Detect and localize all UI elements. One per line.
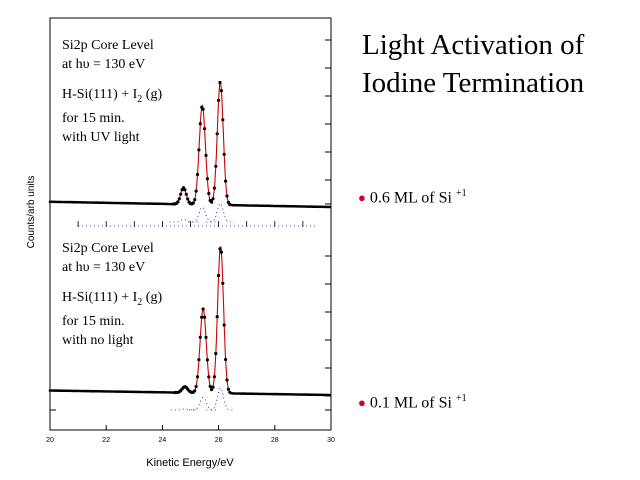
data-point-1 xyxy=(214,164,218,168)
data-point-2 xyxy=(218,247,222,251)
data-point-1 xyxy=(177,197,181,201)
data-point-2 xyxy=(200,315,204,319)
data-point-2 xyxy=(217,273,221,278)
slide-title-line-2: Iodine Termination xyxy=(362,67,585,99)
data-point-1 xyxy=(201,107,205,111)
component-trace-1-3 xyxy=(206,203,235,223)
panel-top-label: Si2p Core Level at hυ = 130 eV H-Si(111)… xyxy=(62,36,162,147)
data-point-1 xyxy=(198,122,202,126)
panel-bottom-label: Si2p Core Level at hυ = 130 eV H-Si(111)… xyxy=(62,239,162,350)
component-trace-2-3 xyxy=(206,387,235,411)
panel-bottom-line-6: with no light xyxy=(62,332,134,348)
component-trace-2-1 xyxy=(170,408,199,411)
data-point-1 xyxy=(184,192,188,196)
data-point-1 xyxy=(211,197,215,201)
data-point-2 xyxy=(203,315,207,319)
data-point-1 xyxy=(218,80,222,85)
data-point-2 xyxy=(193,389,197,393)
data-point-1 xyxy=(217,98,221,102)
data-point-2 xyxy=(210,388,214,392)
panel-top-line-6: with UV light xyxy=(62,129,140,145)
slide-title: Light Activation of Iodine Termination xyxy=(362,26,632,102)
note-top: ● 0.6 ML of Si +1 xyxy=(358,188,467,207)
data-point-1 xyxy=(222,152,226,156)
data-point-2 xyxy=(224,357,228,362)
data-point-1 xyxy=(194,189,198,193)
data-point-2 xyxy=(212,375,216,379)
data-point-2 xyxy=(194,384,198,389)
data-point-1 xyxy=(205,177,209,181)
note-bottom: ● 0.1 ML of Si +1 xyxy=(358,393,467,412)
panel-top-line-5: for 15 min. xyxy=(62,110,125,126)
data-point-2 xyxy=(208,384,212,388)
x-tick-label: 20 xyxy=(46,437,54,444)
data-point-1 xyxy=(212,186,216,190)
x-tick-label: 26 xyxy=(215,437,223,444)
data-point-1 xyxy=(221,118,225,122)
data-point-2 xyxy=(215,315,219,319)
data-point-2 xyxy=(204,335,208,339)
data-point-1 xyxy=(179,192,183,196)
data-point-1 xyxy=(183,188,187,192)
data-point-2 xyxy=(226,387,230,391)
data-point-2 xyxy=(197,358,201,362)
component-trace-2-2 xyxy=(189,396,218,411)
data-point-2 xyxy=(214,351,218,356)
panel-bottom-line-4: H-Si(111) + I2 (g) xyxy=(62,290,163,308)
data-point-2 xyxy=(211,385,215,389)
data-point-1 xyxy=(195,172,200,177)
panel-bottom-line-5: for 15 min. xyxy=(62,313,125,329)
data-point-1 xyxy=(224,179,228,183)
data-point-1 xyxy=(176,200,180,204)
data-point-2 xyxy=(198,335,202,339)
bullet-dot-icon: ● xyxy=(358,190,366,206)
x-tick-label: 30 xyxy=(327,437,335,444)
data-point-2 xyxy=(328,393,331,397)
x-tick-label: 22 xyxy=(102,437,110,444)
data-point-1 xyxy=(197,148,201,152)
data-point-2 xyxy=(207,375,211,379)
data-point-2 xyxy=(205,358,209,362)
panel-top-line-2: at hυ = 130 eV xyxy=(62,57,146,72)
data-point-1 xyxy=(204,153,208,157)
data-point-1 xyxy=(215,132,219,136)
data-point-2 xyxy=(222,323,226,327)
y-axis-label: Counts/arb units xyxy=(26,176,37,249)
component-trace-1-2 xyxy=(188,206,217,223)
data-point-1 xyxy=(225,194,229,198)
data-point-2 xyxy=(201,307,205,311)
data-point-1 xyxy=(193,198,197,202)
x-axis-label: Kinetic Energy/eV xyxy=(146,457,234,469)
data-point-1 xyxy=(328,205,331,209)
data-point-1 xyxy=(219,89,223,93)
panel-bottom-line-1: Si2p Core Level xyxy=(62,241,154,256)
data-point-2 xyxy=(225,378,229,382)
panel-top-line-1: Si2p Core Level xyxy=(62,38,154,53)
data-point-2 xyxy=(221,281,225,285)
panel-bottom-line-2: at hυ = 130 eV xyxy=(62,260,146,275)
slide-title-line-1: Light Activation of xyxy=(362,29,585,61)
component-trace-1-1 xyxy=(169,219,198,223)
data-point-2 xyxy=(195,375,200,379)
data-point-1 xyxy=(191,201,195,205)
data-point-1 xyxy=(186,197,190,201)
bullet-dot-icon: ● xyxy=(358,395,366,411)
panel-top-line-4: H-Si(111) + I2 (g) xyxy=(62,87,163,105)
data-point-1 xyxy=(207,191,211,196)
data-point-1 xyxy=(203,127,207,131)
x-tick-label: 28 xyxy=(271,437,279,444)
series-layer xyxy=(48,80,331,411)
x-tick-label: 24 xyxy=(159,437,167,444)
data-point-2 xyxy=(219,250,223,254)
data-point-1 xyxy=(210,200,214,204)
